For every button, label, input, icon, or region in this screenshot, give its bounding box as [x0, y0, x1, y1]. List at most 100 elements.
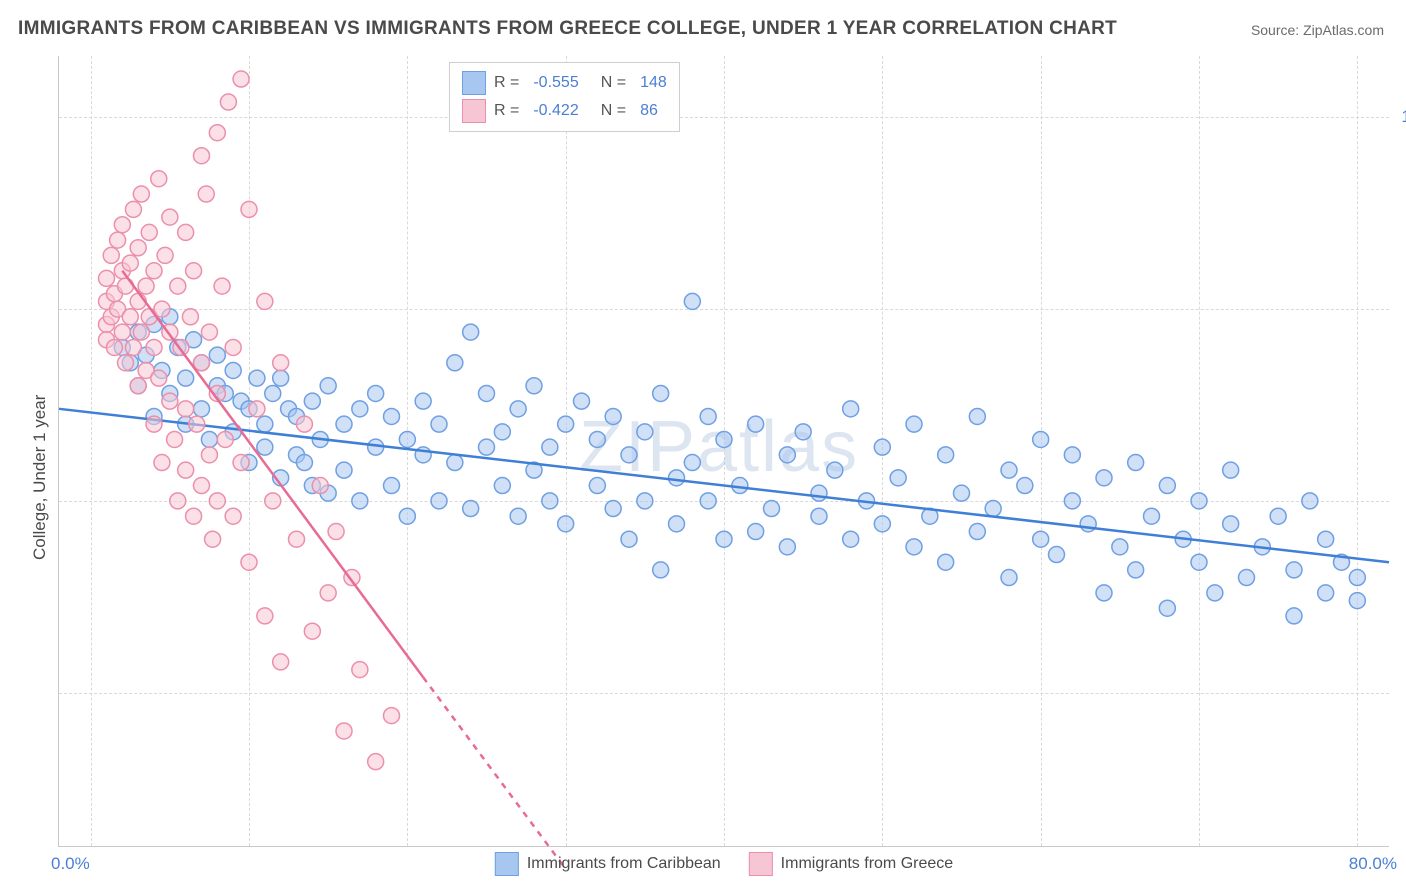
- scatter-point: [542, 493, 558, 509]
- scatter-point: [178, 224, 194, 240]
- scatter-point: [1144, 508, 1160, 524]
- scatter-point: [265, 385, 281, 401]
- scatter-point: [114, 217, 130, 233]
- scatter-point: [431, 493, 447, 509]
- scatter-point: [328, 524, 344, 540]
- scatter-point: [494, 424, 510, 440]
- scatter-point: [1064, 493, 1080, 509]
- scatter-point: [1318, 531, 1334, 547]
- scatter-point: [384, 408, 400, 424]
- scatter-point: [122, 255, 138, 271]
- plot-area: 100.0% 75.0% 50.0% 25.0% 0.0% 80.0% ZIPa…: [58, 56, 1389, 847]
- stats-legend-row: R = -0.422 N = 86: [462, 97, 667, 125]
- n-value: 148: [640, 74, 667, 92]
- scatter-point: [110, 232, 126, 248]
- stats-legend: R = -0.555 N = 148 R = -0.422 N = 86: [449, 62, 680, 132]
- x-tick-label-right: 80.0%: [1349, 854, 1397, 874]
- scatter-point: [99, 270, 115, 286]
- scatter-point: [1049, 547, 1065, 563]
- scatter-point: [273, 654, 289, 670]
- scatter-point: [201, 447, 217, 463]
- scatter-point: [463, 501, 479, 517]
- scatter-point: [257, 608, 273, 624]
- scatter-point: [178, 401, 194, 417]
- scatter-point: [843, 401, 859, 417]
- scatter-point: [447, 355, 463, 371]
- scatter-point: [320, 378, 336, 394]
- scatter-point: [368, 385, 384, 401]
- scatter-point: [415, 393, 431, 409]
- chart-title: IMMIGRANTS FROM CARIBBEAN VS IMMIGRANTS …: [18, 18, 1117, 40]
- scatter-point: [1064, 447, 1080, 463]
- scatter-point: [220, 94, 236, 110]
- scatter-point: [1207, 585, 1223, 601]
- scatter-point: [542, 439, 558, 455]
- scatter-point: [352, 662, 368, 678]
- scatter-point: [162, 209, 178, 225]
- scatter-point: [447, 455, 463, 471]
- scatter-point: [1001, 570, 1017, 586]
- scatter-point: [637, 424, 653, 440]
- scatter-point: [384, 708, 400, 724]
- scatter-point: [186, 263, 202, 279]
- scatter-point: [241, 201, 257, 217]
- scatter-point: [938, 554, 954, 570]
- scatter-point: [621, 531, 637, 547]
- scatter-point: [257, 416, 273, 432]
- scatter-point: [178, 462, 194, 478]
- scatter-point: [265, 493, 281, 509]
- scatter-point: [336, 462, 352, 478]
- scatter-point: [352, 401, 368, 417]
- scatter-point: [296, 455, 312, 471]
- scatter-point: [463, 324, 479, 340]
- scatter-point: [118, 278, 134, 294]
- scatter-point: [589, 478, 605, 494]
- scatter-point: [209, 493, 225, 509]
- scatter-point: [969, 408, 985, 424]
- series-legend-item: Immigrants from Caribbean: [495, 852, 721, 876]
- scatter-point: [257, 439, 273, 455]
- scatter-point: [1159, 600, 1175, 616]
- scatter-point: [1286, 562, 1302, 578]
- scatter-point: [969, 524, 985, 540]
- scatter-point: [209, 347, 225, 363]
- scatter-point: [1318, 585, 1334, 601]
- scatter-point: [1017, 478, 1033, 494]
- scatter-point: [1223, 462, 1239, 478]
- scatter-point: [167, 431, 183, 447]
- r-label: R =: [494, 102, 519, 120]
- scatter-point: [178, 370, 194, 386]
- scatter-point: [827, 462, 843, 478]
- scatter-point: [125, 201, 141, 217]
- scatter-point: [479, 385, 495, 401]
- scatter-point: [106, 339, 122, 355]
- scatter-point: [1270, 508, 1286, 524]
- n-value: 86: [640, 102, 658, 120]
- scatter-point: [985, 501, 1001, 517]
- scatter-point: [510, 508, 526, 524]
- scatter-point: [1191, 493, 1207, 509]
- scatter-point: [1096, 585, 1112, 601]
- scatter-point: [186, 508, 202, 524]
- scatter-point: [700, 408, 716, 424]
- scatter-point: [146, 339, 162, 355]
- scatter-point: [1080, 516, 1096, 532]
- y-tick-label: 50.0%: [1399, 491, 1406, 511]
- scatter-point: [1191, 554, 1207, 570]
- scatter-point: [1112, 539, 1128, 555]
- scatter-point: [157, 247, 173, 263]
- scatter-point: [621, 447, 637, 463]
- scatter-point: [906, 416, 922, 432]
- scatter-point: [289, 531, 305, 547]
- scatter-point: [779, 447, 795, 463]
- scatter-point: [194, 148, 210, 164]
- series-label: Immigrants from Greece: [781, 855, 953, 873]
- scatter-point: [336, 723, 352, 739]
- scatter-point: [431, 416, 447, 432]
- r-value: -0.422: [533, 102, 578, 120]
- scatter-point: [494, 478, 510, 494]
- scatter-point: [151, 370, 167, 386]
- scatter-point: [154, 455, 170, 471]
- scatter-point: [170, 278, 186, 294]
- scatter-point: [764, 501, 780, 517]
